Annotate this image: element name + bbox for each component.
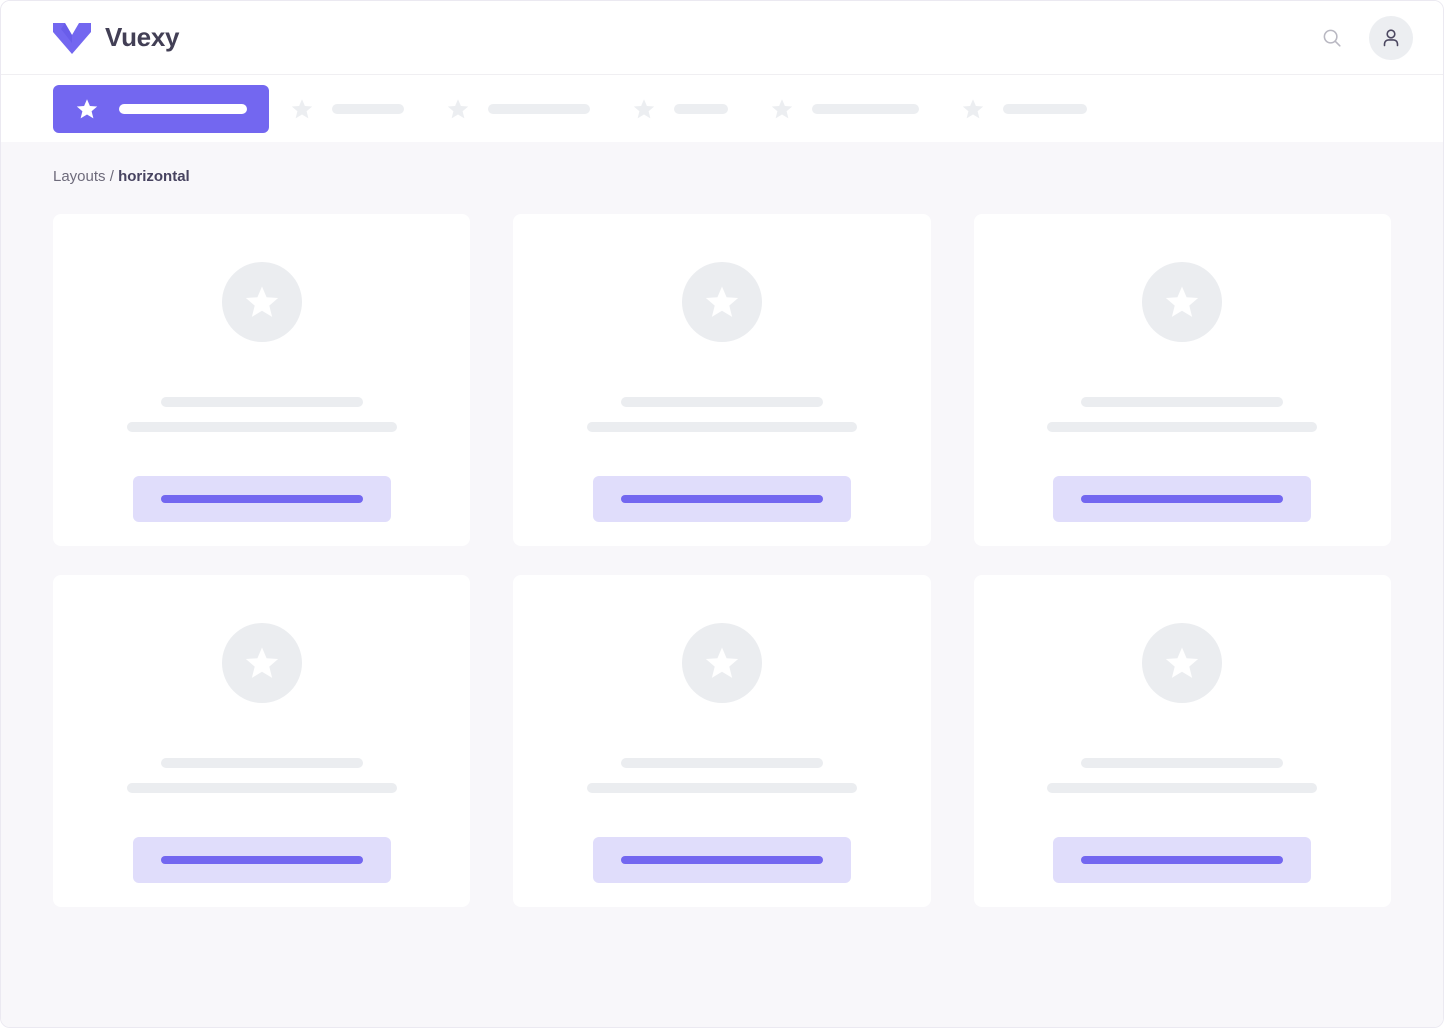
content-card[interactable] [53,214,471,546]
star-icon [632,97,656,121]
content-card[interactable] [973,575,1391,907]
content-card[interactable] [513,214,931,546]
nav-item-2[interactable] [269,87,425,131]
card-title-placeholder [620,758,823,768]
breadcrumb-current: horizontal [118,168,190,185]
star-icon [446,97,470,121]
star-icon [221,623,302,703]
vuexy-v-logo-icon [53,21,91,55]
top-navbar: Vuexy [1,1,1443,75]
star-icon [961,97,985,121]
card-title-placeholder [1081,758,1284,768]
card-text-placeholder [126,783,397,793]
star-icon [1142,262,1223,342]
nav-item-1-label [119,103,247,114]
star-icon [1142,623,1223,703]
card-action-button[interactable] [132,476,391,522]
card-title-placeholder [1081,397,1284,407]
nav-item-4-label [674,103,728,114]
nav-item-3-label [488,103,590,114]
content-card[interactable] [53,575,471,907]
star-icon [221,262,302,342]
search-icon[interactable] [1319,25,1345,51]
card-button-label [1081,856,1284,864]
nav-item-6-label [1003,103,1087,114]
star-icon [681,262,762,342]
card-button-label [620,856,823,864]
card-button-label [620,495,823,503]
card-action-button[interactable] [132,837,391,883]
card-action-button[interactable] [592,476,851,522]
breadcrumb: Layouts / horizontal [53,168,1391,186]
nav-item-4[interactable] [611,87,749,131]
card-title-placeholder [160,758,363,768]
nav-item-5-label [812,103,919,114]
breadcrumb-separator: / [109,168,114,185]
star-icon [770,97,794,121]
card-button-label [1081,495,1284,503]
nav-item-6[interactable] [940,87,1108,131]
nav-item-2-label [332,103,404,114]
navbar-actions [1319,15,1413,60]
card-button-label [160,856,363,864]
card-grid [53,214,1391,907]
card-text-placeholder [1047,422,1318,432]
card-text-placeholder [586,422,857,432]
content-card[interactable] [973,214,1391,546]
nav-item-1[interactable] [53,84,269,133]
content-card[interactable] [513,575,931,907]
card-title-placeholder [160,397,363,407]
card-text-placeholder [1047,783,1318,793]
card-action-button[interactable] [1053,837,1312,883]
horizontal-nav [1,75,1443,142]
star-icon [75,97,99,121]
content-area: Layouts / horizontal [1,142,1443,1027]
user-avatar-icon[interactable] [1369,15,1413,60]
brand-name: Vuexy [105,22,180,52]
star-icon [681,623,762,703]
card-button-label [160,495,363,503]
nav-item-3[interactable] [425,87,611,131]
card-text-placeholder [126,422,397,432]
card-text-placeholder [586,783,857,793]
card-action-button[interactable] [592,837,851,883]
brand[interactable]: Vuexy [53,21,179,55]
card-title-placeholder [620,397,823,407]
breadcrumb-parent[interactable]: Layouts [53,168,106,185]
nav-item-5[interactable] [749,87,940,131]
card-action-button[interactable] [1053,476,1312,522]
star-icon [290,97,314,121]
